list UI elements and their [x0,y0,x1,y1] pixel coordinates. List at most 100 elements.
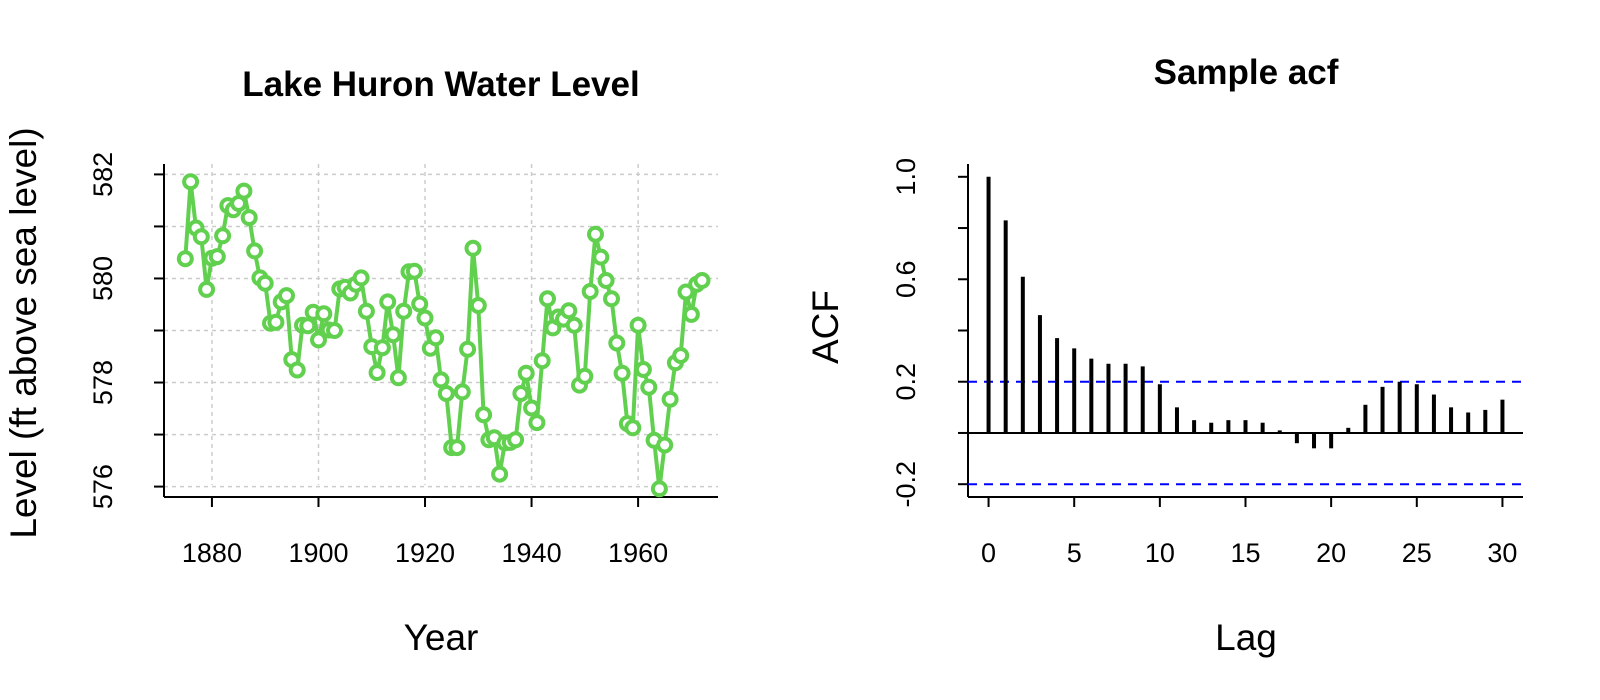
data-point [267,313,285,331]
data-point [613,364,631,382]
data-point [278,287,295,305]
data-point [661,390,679,408]
y-axis-label: Level (ft above sea level) [3,127,44,538]
x-tick-label: 1900 [288,538,348,568]
data-point [373,339,391,357]
y-tick-label: 578 [88,360,118,405]
acf-panel: Sample acf 0 5 10 15 20 25 30 -0.2 0.2 0.6 1.0 La… [805,53,1523,658]
data-point [539,290,556,308]
data-point [256,274,274,292]
data-point [491,465,509,483]
data-point [677,283,695,301]
data-point [182,173,200,191]
acf-x-axis-ticks: 0 5 10 15 20 25 30 [981,497,1517,568]
data-point [432,371,450,389]
data-point [464,239,482,257]
data-point [517,364,535,382]
data-point [629,316,647,334]
data-point [608,334,626,352]
y-tick-label: 580 [88,256,118,301]
data-point [310,331,327,349]
data-point [533,352,551,370]
acf-x-tick-label: 0 [981,538,996,568]
data-point [624,419,642,437]
data-point [682,305,700,323]
acf-y-axis-ticks: -0.2 0.2 0.6 1.0 [891,158,968,507]
data-point [640,378,658,396]
data-point [326,322,343,339]
time-series-panel: Lake Huron Water Level 1880 1900 1920 1940 1… [3,65,718,658]
data-point [581,283,599,300]
acf-x-tick-label: 15 [1230,538,1260,568]
x-axis-label: Year [404,617,479,658]
data-point [384,326,402,344]
x-tick-label: 1960 [608,538,668,568]
data-point [416,309,434,327]
data-point [650,480,668,498]
data-point [634,361,652,378]
data-point [192,228,210,246]
data-point [235,182,253,200]
data-point [176,250,194,268]
data-point [379,293,397,311]
chart-title: Lake Huron Water Level [242,65,639,104]
acf-x-axis-label: Lag [1215,617,1277,658]
data-point [597,272,615,289]
y-tick-label: 576 [88,464,118,509]
data-point [672,347,690,364]
data-point [288,361,306,379]
data-point [469,297,487,314]
data-point [246,242,264,260]
data-point [427,329,445,347]
data-point [405,262,423,280]
acf-title: Sample acf [1154,53,1339,92]
data-point [592,248,610,266]
data-point [368,364,386,382]
acf-x-tick-label: 25 [1402,538,1432,568]
acf-x-tick-label: 5 [1067,538,1082,568]
data-point [523,399,541,417]
data-point [437,385,455,402]
data-point [315,305,333,323]
data-point [395,302,413,320]
data-point [208,248,226,266]
data-point [656,436,674,454]
acf-x-tick-label: 10 [1145,538,1175,568]
data-point [299,317,317,335]
data-point [603,290,620,308]
data-point [448,439,466,457]
y-tick-label: 582 [88,152,118,197]
data-point [214,227,232,245]
acf-y-tick-label: -0.2 [891,461,921,508]
acf-x-tick-label: 20 [1316,538,1346,568]
acf-y-tick-label: 0.6 [891,260,921,298]
data-point [507,431,525,449]
data-point [528,414,546,432]
data-point [453,383,471,401]
data-point [389,369,407,387]
data-point [411,295,429,313]
x-tick-label: 1940 [502,538,562,568]
data-point [576,367,594,385]
data-point [512,385,530,402]
acf-y-tick-label: 0.2 [891,363,921,401]
acf-y-tick-label: 1.0 [891,158,921,196]
data-point [587,225,604,243]
data-point [240,209,258,227]
x-tick-label: 1880 [182,538,242,568]
acf-bars [986,176,1505,449]
data-point [459,340,477,358]
x-tick-label: 1920 [395,538,455,568]
series-points [176,173,711,498]
data-point [693,272,711,289]
data-point [560,302,578,320]
y-axis-ticks: 576 578 580 582 [88,152,164,509]
data-point [198,280,216,298]
data-point [357,302,375,320]
data-point [475,406,493,424]
data-point [352,269,370,287]
data-point [565,316,583,334]
acf-y-axis-label: ACF [805,290,846,364]
acf-x-tick-label: 30 [1487,538,1517,568]
